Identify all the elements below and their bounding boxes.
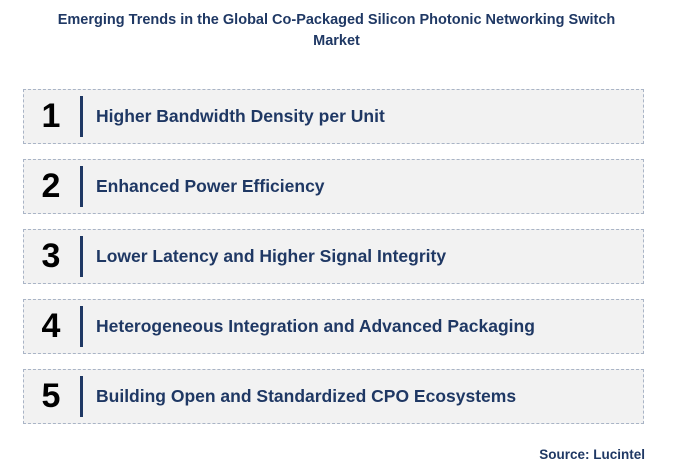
trend-item-5: 5 Building Open and Standardized CPO Eco… [23, 369, 644, 424]
trend-item-1: 1 Higher Bandwidth Density per Unit [23, 89, 644, 144]
source-label: Source: Lucintel [539, 447, 645, 462]
trend-label: Lower Latency and Higher Signal Integrit… [96, 246, 447, 266]
page-title: Emerging Trends in the Global Co-Package… [0, 10, 673, 52]
trend-label: Higher Bandwidth Density per Unit [96, 106, 385, 126]
trend-label: Heterogeneous Integration and Advanced P… [96, 316, 535, 336]
trend-number: 1 [41, 97, 61, 135]
divider-bar [80, 306, 83, 347]
trend-number: 5 [41, 377, 61, 415]
divider-bar [80, 96, 83, 137]
trend-item-4: 4 Heterogeneous Integration and Advanced… [23, 299, 644, 354]
trend-item-3: 3 Lower Latency and Higher Signal Integr… [23, 229, 644, 284]
trend-number: 4 [41, 307, 61, 345]
trend-number: 3 [41, 237, 61, 275]
divider-bar [80, 166, 83, 207]
trend-list: 1 Higher Bandwidth Density per Unit 2 En… [23, 89, 644, 439]
page-title-line-1: Emerging Trends in the Global Co-Package… [57, 12, 616, 28]
divider-bar [80, 376, 83, 417]
divider-bar [80, 236, 83, 277]
trend-label: Enhanced Power Efficiency [96, 176, 325, 196]
trend-label: Building Open and Standardized CPO Ecosy… [96, 386, 517, 406]
trend-item-2: 2 Enhanced Power Efficiency [23, 159, 644, 214]
page-title-line-2: Market [313, 33, 360, 49]
trend-number: 2 [41, 167, 61, 205]
